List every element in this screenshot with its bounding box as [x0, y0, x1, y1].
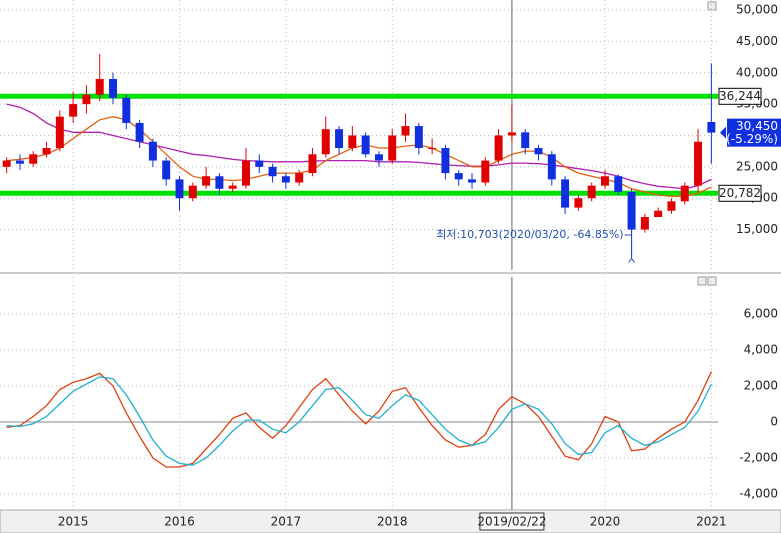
candle-body [228, 185, 237, 189]
candle-body [82, 94, 91, 105]
x-tick-label: 2021 [696, 515, 727, 529]
candle-body [148, 141, 157, 161]
candle-body [521, 132, 530, 149]
candle-body [614, 176, 623, 192]
candle-body [202, 176, 211, 186]
y-tick-label: 25,000 [736, 159, 778, 173]
candle-body [42, 148, 51, 155]
candle-body [335, 129, 344, 149]
candle-body [587, 185, 596, 199]
candle-body [295, 173, 304, 183]
candle-body [308, 154, 317, 174]
x-tick-label: 2019/02/22 [477, 515, 546, 529]
candle-body [428, 148, 437, 150]
candle-body [361, 135, 370, 155]
x-tick-label: 2015 [58, 515, 89, 529]
last-price-box [727, 118, 781, 147]
candle-body [135, 122, 144, 142]
last-price-change: (-5.29%) [726, 132, 778, 146]
candle-body [215, 176, 224, 189]
candle-body [640, 217, 649, 230]
candle-body [654, 210, 663, 218]
candle-body [2, 160, 11, 167]
x-tick-label: 2020 [590, 515, 621, 529]
x-tick-label: 2017 [271, 515, 302, 529]
candle-body [188, 185, 197, 199]
candle-body [95, 79, 104, 95]
crosshair-label-box [479, 512, 545, 531]
y-tick-label: 6,000 [744, 306, 778, 320]
candle-body [321, 129, 330, 155]
x-tick-label: 2016 [164, 515, 195, 529]
candle-body [348, 135, 357, 149]
candle-body [707, 121, 716, 133]
line-series [6, 371, 712, 468]
y-tick-label: 4,000 [744, 342, 778, 356]
candle-body [15, 160, 24, 164]
line-series [6, 376, 712, 466]
candle-body [561, 179, 570, 208]
annotation: 최저:10,703(2020/03/20, -64.85%) [436, 228, 623, 241]
candle-body [109, 79, 118, 98]
candle-body [175, 179, 184, 199]
x-axis-bar [0, 509, 781, 533]
y-tick-label: 40,000 [736, 65, 778, 79]
level-label: 20,782 [719, 186, 761, 200]
y-tick-label: 0 [770, 414, 778, 428]
level-label-box [718, 184, 762, 202]
y-tick-label: 2,000 [744, 378, 778, 392]
last-price-label: 30,450 [736, 119, 778, 133]
panel-button[interactable] [707, 1, 717, 11]
last-price-pointer [720, 126, 726, 139]
x-tick-label: 2018 [377, 515, 408, 529]
candle-body [374, 154, 383, 161]
candle-body [255, 160, 264, 167]
panel-button[interactable] [707, 276, 717, 286]
candle-body [680, 185, 689, 202]
candle-body [694, 141, 703, 186]
candle-body [534, 148, 543, 155]
line-series [6, 103, 712, 190]
candle-body [55, 116, 64, 149]
candle-body [547, 154, 556, 180]
candle-body [388, 135, 397, 161]
candle-body [507, 132, 516, 136]
candle-body [627, 191, 636, 230]
candle-body [122, 97, 131, 123]
candle-body [481, 160, 490, 183]
candle-body [468, 179, 477, 183]
candle-body [29, 154, 38, 164]
panel-button[interactable] [697, 276, 707, 286]
candle-body [401, 126, 410, 136]
candle-body [454, 173, 463, 180]
candle-body [667, 201, 676, 211]
candle-body [69, 104, 78, 117]
candle-body [414, 126, 423, 149]
y-tick-label: 15,000 [736, 222, 778, 236]
candle-body [241, 160, 250, 186]
candle-body [574, 198, 583, 208]
candle-body [494, 135, 503, 161]
y-tick-label: -2,000 [739, 450, 778, 464]
level-label: 36,244 [719, 89, 761, 103]
level-label-box [718, 87, 762, 105]
y-tick-label: 45,000 [736, 34, 778, 48]
candle-body [268, 166, 277, 177]
candle-body [600, 176, 609, 186]
candle-body [281, 176, 290, 183]
candle-body [162, 160, 171, 180]
candle-body [441, 148, 450, 174]
y-tick-label: 50,000 [736, 3, 778, 17]
y-tick-label: -4,000 [739, 486, 778, 500]
annotation-arrow [624, 234, 635, 263]
